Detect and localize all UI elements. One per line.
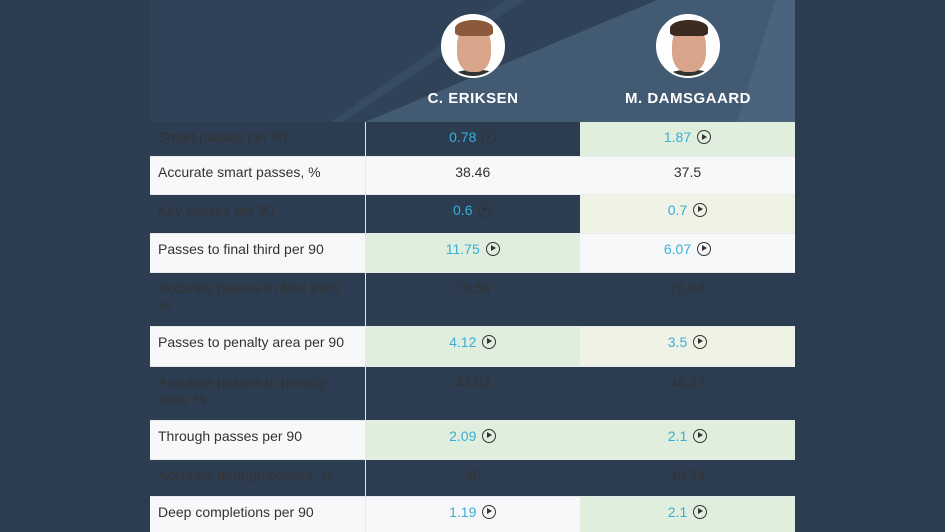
stat-value-cell: 2.1 bbox=[580, 496, 795, 532]
play-video-icon[interactable] bbox=[697, 130, 712, 144]
stat-value-cell: 2.09 bbox=[365, 420, 580, 460]
table-row: Smart passes per 90 0.78 1.87 bbox=[150, 122, 795, 157]
stat-value-cell: 0.6 bbox=[365, 194, 580, 234]
play-video-icon[interactable] bbox=[693, 504, 708, 519]
play-video-icon[interactable] bbox=[693, 428, 708, 443]
stat-value[interactable]: 2.1 bbox=[667, 503, 688, 520]
stats-table: Smart passes per 90 0.78 1.87 Accurate smar… bbox=[150, 122, 795, 532]
table-row: Accurate passes to penalty area, % 42.03 4… bbox=[150, 366, 795, 421]
play-video-icon[interactable] bbox=[697, 241, 712, 256]
stat-value[interactable]: 2.09 bbox=[449, 427, 477, 444]
stat-label: Accurate passes to penalty area, % bbox=[150, 366, 366, 421]
stat-value[interactable]: 11.75 bbox=[445, 240, 480, 257]
stat-label: Smart passes per 90 bbox=[150, 122, 366, 157]
stat-label: Passes to final third per 90 bbox=[150, 233, 366, 273]
player-name: M. DAMSGAARD bbox=[625, 90, 751, 107]
table-row: Accurate smart passes, % 38.46 37.5 bbox=[150, 156, 795, 195]
play-video-icon[interactable] bbox=[693, 202, 708, 217]
stat-label: Deep completions per 90 bbox=[150, 496, 366, 532]
play-video-icon[interactable] bbox=[485, 241, 500, 256]
stat-value[interactable]: 3.5 bbox=[667, 333, 688, 350]
play-video-icon[interactable] bbox=[482, 428, 497, 443]
table-row: Through passes per 90 2.09 2.1 bbox=[150, 420, 795, 460]
player-name: C. ERIKSEN bbox=[427, 90, 519, 107]
stat-label: Through passes per 90 bbox=[150, 420, 366, 460]
stat-value-cell: 70.56 bbox=[365, 272, 580, 327]
stat-label: Passes to penalty area per 90 bbox=[150, 326, 366, 367]
stat-value-cell: 2.1 bbox=[580, 420, 795, 460]
stat-value-cell: 0.78 bbox=[365, 122, 580, 157]
stat-value-cell: 3.5 bbox=[580, 326, 795, 367]
stat-value-cell: 11.75 bbox=[365, 233, 580, 273]
play-video-icon[interactable] bbox=[482, 504, 497, 519]
stat-value: 40 bbox=[464, 466, 481, 483]
stat-label: Accurate passes to final third, % bbox=[150, 272, 366, 327]
table-row: Passes to penalty area per 90 4.12 3.5 bbox=[150, 326, 795, 367]
play-video-icon[interactable] bbox=[482, 334, 497, 349]
stat-value[interactable]: 0.78 bbox=[449, 129, 477, 145]
table-row: Key passes per 90 0.6 0.7 bbox=[150, 194, 795, 234]
stat-value-cell: 46.67 bbox=[580, 366, 795, 421]
stat-value: 42.03 bbox=[455, 373, 491, 390]
player-eriksen: C. ERIKSEN bbox=[365, 14, 581, 107]
stat-label: Key passes per 90 bbox=[150, 194, 366, 234]
player-damsgaard: M. DAMSGAARD bbox=[580, 14, 795, 107]
stat-value[interactable]: 2.1 bbox=[667, 427, 688, 444]
stat-value-cell: 38.46 bbox=[365, 156, 580, 195]
table-row: Accurate passes to final third, % 70.56 75… bbox=[150, 272, 795, 327]
stat-value[interactable]: 1.19 bbox=[449, 503, 477, 520]
stat-value[interactable]: 0.7 bbox=[667, 201, 688, 218]
stat-value[interactable]: 6.07 bbox=[663, 240, 692, 257]
players-header: C. ERIKSEN M. DAMSGAARD bbox=[150, 0, 795, 122]
stat-value-cell: 6.07 bbox=[580, 233, 795, 273]
stat-value-cell: 40 bbox=[365, 459, 580, 497]
stat-label: Accurate through passes, % bbox=[150, 459, 366, 497]
stat-label: Accurate smart passes, % bbox=[150, 156, 366, 195]
play-video-icon[interactable] bbox=[478, 202, 493, 217]
stat-value: 37.5 bbox=[673, 163, 702, 180]
stat-value-cell: 4.12 bbox=[365, 326, 580, 367]
avatar bbox=[656, 14, 720, 78]
stat-value-cell: 1.19 bbox=[365, 496, 580, 532]
stat-value-cell: 75.64 bbox=[580, 272, 795, 327]
stat-value: 40.74 bbox=[669, 466, 706, 483]
play-video-icon[interactable] bbox=[482, 130, 497, 144]
stat-value: 38.46 bbox=[455, 163, 491, 180]
stat-value-cell: 40.74 bbox=[580, 459, 795, 497]
table-row: Accurate through passes, % 40 40.74 bbox=[150, 459, 795, 497]
stat-value: 70.56 bbox=[455, 279, 491, 296]
stat-value-cell: 0.7 bbox=[580, 194, 795, 234]
table-row: Passes to final third per 90 11.75 6.07 bbox=[150, 233, 795, 273]
stat-value-cell: 1.87 bbox=[580, 122, 795, 157]
comparison-panel: C. ERIKSEN M. DAMSGAARD Smart passes per… bbox=[150, 0, 795, 532]
stat-value-cell: 42.03 bbox=[365, 366, 580, 421]
table-row: Deep completions per 90 1.19 2.1 bbox=[150, 496, 795, 532]
play-video-icon[interactable] bbox=[693, 334, 708, 349]
stat-value: 75.64 bbox=[669, 279, 706, 296]
stat-value[interactable]: 4.12 bbox=[449, 333, 477, 350]
avatar bbox=[441, 14, 505, 78]
stat-value: 46.67 bbox=[669, 373, 706, 390]
stat-value-cell: 37.5 bbox=[580, 156, 795, 195]
stat-value[interactable]: 1.87 bbox=[663, 129, 692, 145]
stat-value[interactable]: 0.6 bbox=[453, 201, 473, 218]
